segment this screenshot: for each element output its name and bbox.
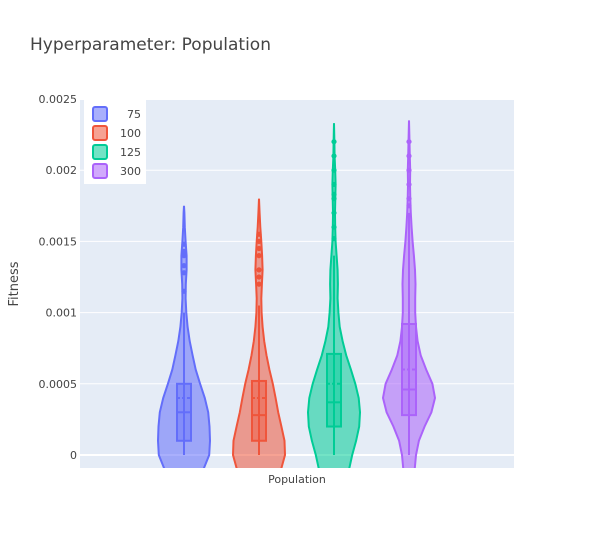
x-axis-title: Population bbox=[268, 473, 326, 486]
y-tick-label: 0.002 bbox=[46, 164, 78, 177]
outlier-point bbox=[181, 270, 187, 276]
violin-75 bbox=[156, 205, 212, 468]
outlier-point bbox=[331, 153, 337, 159]
box bbox=[326, 352, 342, 428]
violin-125 bbox=[306, 123, 362, 468]
violin-100 bbox=[231, 198, 287, 468]
legend-swatch bbox=[92, 163, 108, 179]
chart-title: Hyperparameter: Population bbox=[30, 35, 271, 55]
outlier-point bbox=[256, 231, 262, 237]
outlier-point bbox=[406, 196, 412, 202]
violins bbox=[156, 120, 437, 468]
outlier-point bbox=[331, 235, 337, 242]
plot-background bbox=[80, 100, 514, 468]
outlier-point bbox=[256, 253, 262, 259]
violin-300 bbox=[381, 120, 437, 468]
outlier-point bbox=[181, 248, 187, 254]
legend-swatch bbox=[92, 144, 108, 160]
outlier-point bbox=[331, 139, 337, 145]
legend-swatch bbox=[92, 106, 108, 122]
legend-label: 300 bbox=[120, 165, 141, 178]
legend-label: 125 bbox=[120, 146, 141, 159]
outlier-point bbox=[406, 181, 412, 188]
y-axis-ticks: 0 0.0005 0.001 0.0015 0.002 0.0025 bbox=[39, 93, 78, 462]
outlier-point bbox=[181, 253, 187, 259]
outlier-point bbox=[256, 274, 262, 280]
legend: 75 100 125 300 bbox=[84, 100, 146, 184]
outlier-point bbox=[406, 167, 412, 173]
box bbox=[251, 379, 267, 442]
outlier-point bbox=[331, 196, 337, 202]
outlier-point bbox=[406, 139, 412, 145]
outlier-point bbox=[256, 245, 262, 252]
outlier-point bbox=[331, 191, 337, 198]
outlier-point bbox=[406, 153, 412, 159]
y-axis-title: Fitness bbox=[7, 261, 22, 306]
outlier-point bbox=[406, 203, 412, 209]
outlier-point bbox=[256, 238, 262, 244]
outlier-point bbox=[331, 224, 337, 230]
y-tick-label: 0.0005 bbox=[39, 378, 78, 391]
outlier-point bbox=[331, 181, 337, 188]
outlier-point bbox=[331, 167, 337, 173]
outlier-point bbox=[331, 210, 337, 216]
y-tick-label: 0.0015 bbox=[39, 235, 78, 248]
legend-label: 100 bbox=[120, 127, 141, 140]
legend-swatch bbox=[92, 125, 108, 141]
outlier-point bbox=[256, 281, 262, 287]
legend-label: 75 bbox=[127, 108, 141, 121]
y-tick-label: 0.0025 bbox=[39, 93, 78, 106]
grid-lines bbox=[80, 98, 514, 456]
y-tick-label: 0.001 bbox=[46, 307, 78, 320]
outlier-point bbox=[181, 288, 187, 294]
outlier-point bbox=[181, 241, 187, 247]
outlier-point bbox=[181, 263, 187, 269]
y-tick-label: 0 bbox=[70, 449, 77, 462]
outlier-point bbox=[256, 267, 262, 273]
